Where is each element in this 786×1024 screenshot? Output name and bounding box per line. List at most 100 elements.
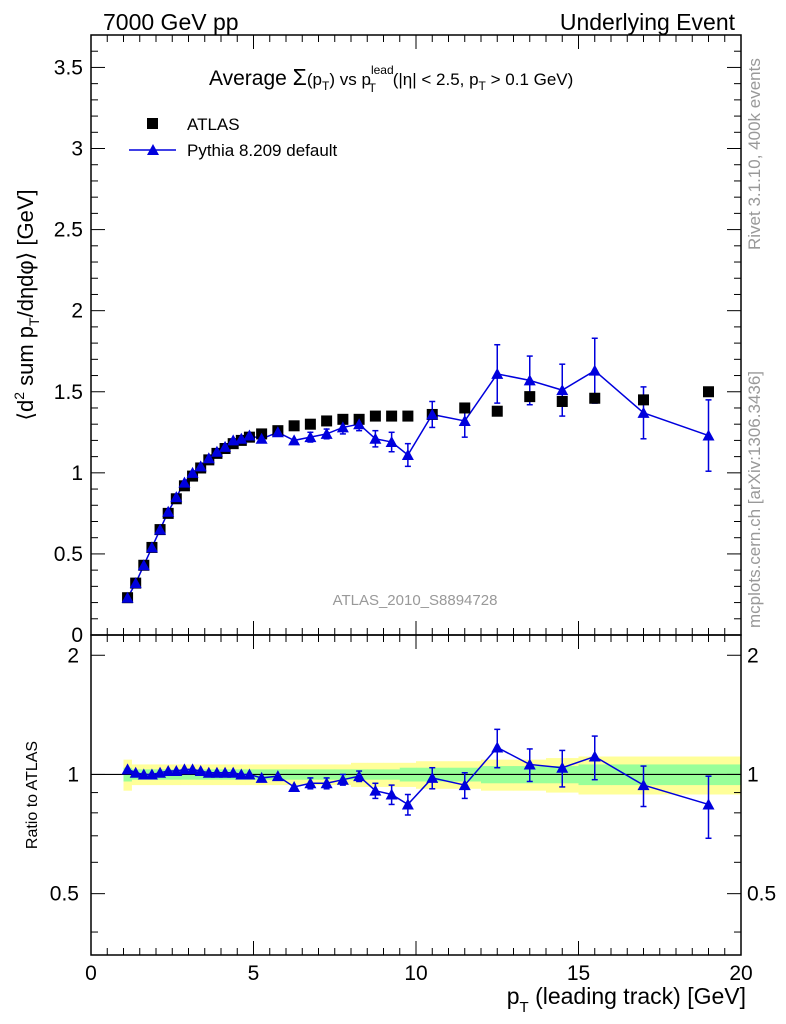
- mc-point: [170, 491, 183, 503]
- mcplots-label: mcplots.cern.ch [arXiv:1306.3436]: [745, 371, 764, 628]
- main-title: Average Σ(pT) vs plead T (|η| < 2.5, pT >…: [209, 63, 573, 95]
- legend-mc-label: Pythia 8.209 default: [187, 141, 338, 160]
- ratio-mc-point: [336, 773, 349, 785]
- ratio-marks: [121, 728, 715, 840]
- header-left: 7000 GeV pp: [103, 9, 239, 35]
- mc-point: [186, 466, 199, 478]
- x-tick-label: 10: [404, 962, 427, 985]
- ratio-mc-point: [129, 766, 142, 778]
- ratio-mc-point: [401, 798, 414, 810]
- ratio-mc-point: [194, 765, 207, 777]
- mc-point: [235, 432, 248, 444]
- ratio-mc-point: [288, 780, 301, 792]
- atlas-point: [459, 402, 471, 414]
- ratio-mc-point: [320, 777, 333, 789]
- main-y-tick-label: 2: [71, 300, 83, 323]
- mc-point: [702, 429, 715, 441]
- ratio-mc-point: [353, 770, 366, 782]
- ratio-y-tick-label: 2: [67, 644, 79, 667]
- ratio-mc-point: [458, 779, 471, 791]
- mc-point: [121, 591, 134, 603]
- mc-point: [369, 432, 382, 444]
- main-y-label: ⟨d2 sum pT/dηdφ⟩ [GeV]: [11, 189, 42, 420]
- x-tick-label: 0: [85, 962, 97, 985]
- atlas-point: [491, 405, 503, 417]
- mc-point: [219, 440, 232, 452]
- atlas-point: [304, 418, 316, 430]
- ratio-y-tick-label: 1: [67, 763, 79, 786]
- mc-point: [178, 476, 191, 488]
- ratio-mc-point: [227, 766, 240, 778]
- x-tick-labels: 0 5 10 15 20: [85, 962, 753, 985]
- mc-point: [304, 431, 317, 443]
- ratio-y-tick-label-right: 0.5: [747, 883, 776, 906]
- mc-point: [145, 541, 158, 553]
- ratio-mc-point: [304, 777, 317, 789]
- ratio-mc-point: [186, 763, 199, 775]
- rivet-label: Rivet 3.1.10, 400k events: [745, 58, 764, 250]
- main-y-tick-label: 1.5: [54, 381, 83, 404]
- ratio-mc-point: [385, 788, 398, 800]
- mc-point: [202, 452, 215, 464]
- ratio-mc-point: [243, 768, 256, 780]
- main-marks: [121, 337, 715, 604]
- mc-point: [137, 559, 150, 571]
- ratio-mc-point: [219, 766, 232, 778]
- ratio-y-tick-label-right: 2: [747, 644, 759, 667]
- mc-point: [243, 429, 256, 441]
- mc-point: [288, 434, 301, 446]
- main-y-tick-label: 3.5: [54, 56, 83, 79]
- atlas-point: [337, 413, 349, 425]
- atlas-point: [321, 415, 333, 427]
- main-axis-ticks: [90, 34, 742, 636]
- mc-point: [491, 367, 504, 379]
- main-y-tick-label: 3: [71, 138, 83, 161]
- x-tick-label: 5: [248, 962, 260, 985]
- legend: ATLAS Pythia 8.209 default: [129, 115, 338, 160]
- atlas-point: [369, 410, 381, 422]
- x-tick-label: 20: [729, 962, 752, 985]
- analysis-watermark: ATLAS_2010_S8894728: [333, 592, 498, 609]
- atlas-point: [556, 395, 568, 407]
- mc-point: [353, 418, 366, 430]
- ratio-mc-point: [210, 766, 223, 778]
- ratio-mc-point: [702, 798, 715, 810]
- ratio-mc-point: [271, 770, 284, 782]
- mc-point: [336, 421, 349, 433]
- mc-point: [637, 406, 650, 418]
- ratio-mc-point: [121, 763, 134, 775]
- mc-point: [154, 523, 167, 535]
- legend-mc-marker: [147, 144, 159, 155]
- atlas-point: [638, 394, 649, 406]
- mc-point: [255, 432, 268, 444]
- ratio-axis-ticks: [90, 635, 742, 955]
- main-y-tick-label: 0: [71, 624, 83, 647]
- ratio-y-tick-label: 0.5: [50, 883, 79, 906]
- mc-point: [523, 374, 536, 386]
- atlas-point: [524, 391, 536, 403]
- legend-data-marker: [147, 118, 158, 129]
- main-panel: 0 0.5 1 1.5 2 2.5 3 3.5 Average Σ(pT) vs plead T…: [11, 34, 742, 647]
- ratio-mc-point: [491, 741, 504, 753]
- mc-point: [210, 445, 223, 457]
- main-y-tick-label: 1: [71, 462, 83, 485]
- mc-point: [320, 427, 333, 439]
- legend-data-label: ATLAS: [187, 115, 240, 134]
- ratio-mc-point: [255, 771, 268, 783]
- mc-point: [401, 449, 414, 460]
- ratio-mc-point: [202, 766, 215, 778]
- ratio-mc-point: [637, 779, 650, 791]
- atlas-point: [402, 410, 414, 422]
- ratio-mc-line: [127, 746, 709, 806]
- header-right: Underlying Event: [560, 9, 736, 35]
- ratio-mc-point: [178, 763, 191, 775]
- ratio-y-tick-label-right: 1: [747, 763, 759, 786]
- mc-line: [126, 369, 709, 599]
- ratio-mc-point: [556, 761, 569, 773]
- ratio-y-label: Ratio to ATLAS: [24, 741, 41, 849]
- atlas-point: [288, 420, 300, 432]
- ratio-mc-point: [523, 758, 536, 770]
- main-y-tick-label: 0.5: [54, 543, 83, 566]
- main-y-tick-labels: 0 0.5 1 1.5 2 2.5 3 3.5: [54, 56, 83, 647]
